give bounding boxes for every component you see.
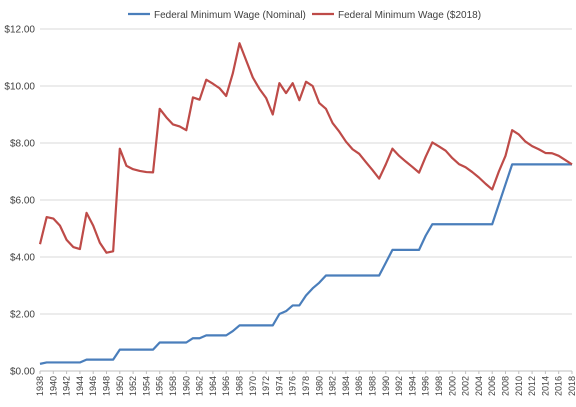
x-tick-label: 1972 (261, 376, 271, 396)
x-tick-label: 2012 (527, 376, 537, 396)
x-tick-label: 1978 (301, 376, 311, 396)
x-tick-label: 1992 (394, 376, 404, 396)
gridlines (40, 28, 572, 372)
x-axis-tick-labels: 1938 1940 1942 1944 1946 1948 1950 1952 1954 1956… (35, 371, 576, 396)
series-line-2018 (38, 42, 573, 254)
y-tick-label: $4.00 (10, 253, 35, 264)
y-tick-label: $6.00 (10, 196, 35, 207)
legend: Federal Minimum Wage (Nominal) Federal M… (128, 10, 481, 21)
x-tick-label: 1964 (208, 376, 218, 396)
x-tick-label: 1958 (168, 376, 178, 396)
x-tick-label: 2006 (487, 376, 497, 396)
x-tick-label: 1976 (288, 376, 298, 396)
x-tick-label: 1986 (354, 376, 364, 396)
x-tick-label: 2000 (447, 376, 457, 396)
x-tick-label: 2014 (540, 376, 550, 396)
x-tick-label: 1984 (341, 376, 351, 396)
x-tick-label: 1948 (102, 376, 112, 396)
x-tick-label: 1946 (88, 376, 98, 396)
x-tick-label: 2018 (567, 376, 576, 396)
series-line-nominal (39, 163, 572, 365)
y-tick-label: $2.00 (10, 310, 35, 321)
x-tick-label: 1988 (368, 376, 378, 396)
x-tick-label: 1990 (381, 376, 391, 396)
x-tick-label: 1980 (314, 376, 324, 396)
y-axis-tick-labels: $0.00 $2.00 $4.00 $6.00 $8.00 $10.00 $12.00 (4, 25, 35, 378)
x-tick-label: 1962 (195, 376, 205, 396)
x-tick-label: 1982 (328, 376, 338, 396)
x-tick-label: 1968 (235, 376, 245, 396)
x-tick-label: 1942 (62, 376, 72, 396)
x-tick-label: 1938 (35, 376, 45, 396)
x-tick-label: 1940 (48, 376, 58, 396)
x-tick-label: 1974 (274, 376, 284, 396)
x-tick-label: 1950 (115, 376, 125, 396)
x-tick-label: 1996 (421, 376, 431, 396)
y-tick-label: $12.00 (4, 25, 35, 36)
x-tick-label: 1994 (407, 376, 417, 396)
y-tick-label: $10.00 (4, 82, 35, 93)
x-tick-label: 2016 (554, 376, 564, 396)
x-tick-label: 2008 (501, 376, 511, 396)
x-tick-label: 1944 (75, 376, 85, 396)
x-tick-label: 1956 (155, 376, 165, 396)
x-tick-label: 1960 (181, 376, 191, 396)
x-tick-label: 1954 (141, 376, 151, 396)
x-tick-label: 2002 (461, 376, 471, 396)
x-tick-label: 2010 (514, 376, 524, 396)
y-tick-label: $8.00 (10, 139, 35, 150)
x-tick-label: 1970 (248, 376, 258, 396)
y-tick-label: $0.00 (10, 367, 35, 378)
legend-label-nominal: Federal Minimum Wage (Nominal) (154, 10, 306, 21)
x-tick-label: 1966 (221, 376, 231, 396)
x-tick-label: 1952 (128, 376, 138, 396)
series-lines (38, 42, 573, 365)
x-tick-label: 2004 (474, 376, 484, 396)
legend-label-2018: Federal Minimum Wage ($2018) (338, 10, 481, 21)
x-tick-label: 1998 (434, 376, 444, 396)
